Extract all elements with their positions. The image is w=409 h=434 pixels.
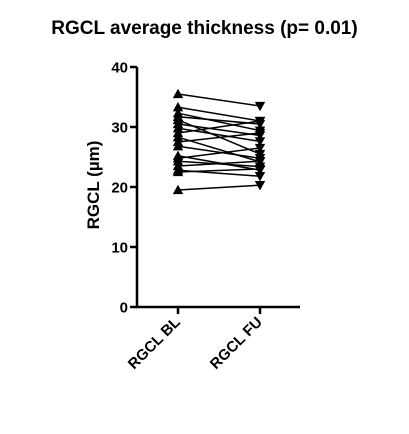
chart-title: RGCL average thickness (p= 0.01) <box>51 18 358 39</box>
followup-point-0 <box>254 101 266 112</box>
pair-line-5 <box>177 123 261 137</box>
baseline-point-10 <box>172 141 184 151</box>
followup-point-7 <box>254 116 266 127</box>
pair-line-7 <box>177 120 261 134</box>
pair-line-0 <box>177 93 261 107</box>
pair-line-1 <box>177 106 261 122</box>
baseline-point-16 <box>172 166 184 177</box>
axes <box>130 65 300 314</box>
followup-point-15 <box>254 172 266 182</box>
y-tick-label-20: 20 <box>111 180 128 197</box>
pair-line-12 <box>177 147 261 159</box>
followup-point-16 <box>254 164 266 175</box>
y-axis-label: RGCL (µm) <box>84 141 103 230</box>
x-category-label-0: RGCL BL <box>125 314 184 373</box>
baseline-point-8 <box>172 132 184 142</box>
baseline-point-0 <box>172 88 184 99</box>
followup-point-12 <box>254 143 266 154</box>
pair-line-16 <box>177 168 261 173</box>
baseline-point-1 <box>172 102 184 112</box>
pair-line-9 <box>177 132 261 143</box>
baseline-point-6 <box>172 123 184 133</box>
x-category-label-1: RGCL FU <box>207 314 266 373</box>
baseline-point-13 <box>172 156 184 166</box>
pair-lines <box>177 93 261 191</box>
followup-point-17 <box>254 181 266 191</box>
markers <box>172 88 266 195</box>
baseline-point-17 <box>172 184 184 195</box>
y-tick-label-10: 10 <box>111 240 128 257</box>
followup-point-14 <box>254 157 266 167</box>
pair-line-17 <box>177 184 261 191</box>
y-tick-label-0: 0 <box>120 300 128 317</box>
pair-line-14 <box>177 160 261 167</box>
followup-point-9 <box>254 128 266 139</box>
pair-line-2 <box>177 112 261 132</box>
labels: 0 10 20 30 40 RGCL BL RGCL FU RGCL (µm) <box>84 60 266 373</box>
pair-line-8 <box>177 136 261 163</box>
y-tick-label-30: 30 <box>111 120 128 137</box>
followup-point-6 <box>254 137 266 147</box>
pair-line-10 <box>177 145 261 159</box>
y-tick-label-40: 40 <box>111 60 128 77</box>
